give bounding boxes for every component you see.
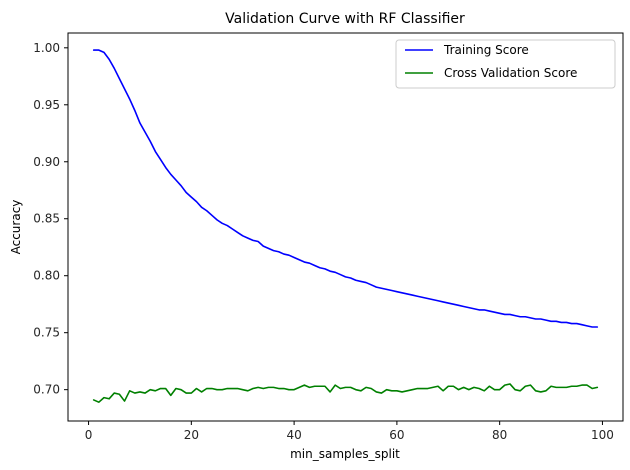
legend-label-training: Training Score [443,43,529,57]
x-axis: 0 20 40 60 80 100 [85,421,614,442]
y-tick-label: 1.00 [33,41,60,55]
y-tick-label: 0.70 [33,383,60,397]
y-tick-label: 0.75 [33,326,60,340]
y-axis-label: Accuracy [9,200,23,255]
x-tick-label: 100 [591,428,614,442]
x-tick-label: 20 [184,428,199,442]
x-tick-label: 40 [286,428,301,442]
legend: Training Score Cross Validation Score [395,39,616,89]
y-tick-label: 0.80 [33,269,60,283]
x-tick-label: 0 [85,428,93,442]
y-tick-label: 0.85 [33,212,60,226]
x-tick-label: 60 [389,428,404,442]
plot-frame [67,32,624,422]
y-axis: 0.70 0.75 0.80 0.85 0.90 0.95 1.00 [33,41,68,397]
x-axis-label: min_samples_split [290,447,400,461]
x-tick-label: 80 [492,428,507,442]
chart-title: Validation Curve with RF Classifier [225,11,465,27]
plot-lines [92,49,599,403]
series-line-training-score [92,49,599,328]
series-line-cross-validation-score [92,383,599,403]
legend-box [395,39,616,89]
y-tick-label: 0.90 [33,155,60,169]
y-tick-label: 0.95 [33,98,60,112]
legend-label-cross-validation: Cross Validation Score [444,66,577,80]
